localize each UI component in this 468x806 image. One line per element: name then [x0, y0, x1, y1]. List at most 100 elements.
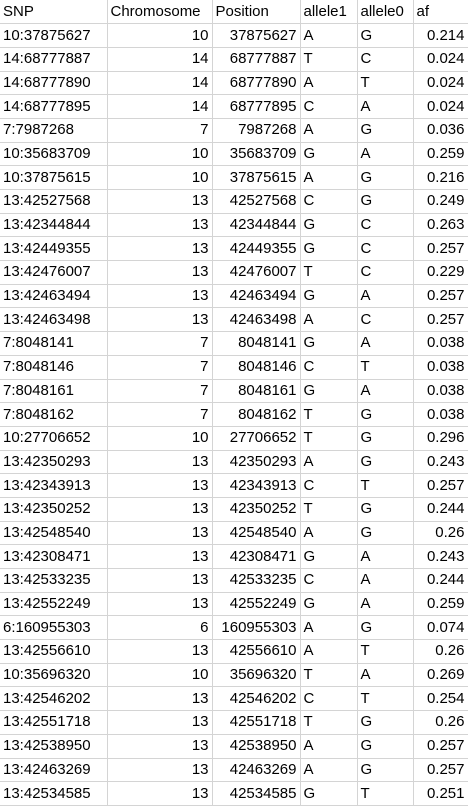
chromosome-cell[interactable]: 13	[107, 189, 213, 214]
chromosome-cell[interactable]: 7	[107, 355, 213, 380]
position-cell[interactable]: 37875615	[212, 165, 301, 190]
position-cell[interactable]: 42551718	[212, 710, 301, 735]
header-allele0[interactable]: allele0	[357, 0, 414, 25]
allele0-cell[interactable]: G	[357, 521, 414, 546]
snp-cell[interactable]: 14:68777895	[0, 94, 108, 119]
af-cell[interactable]: 0.038	[413, 331, 468, 356]
allele0-cell[interactable]: C	[357, 307, 414, 333]
chromosome-cell[interactable]: 13	[107, 450, 213, 475]
snp-cell[interactable]: 13:42344844	[0, 213, 108, 238]
allele0-cell[interactable]: T	[357, 686, 414, 712]
snp-cell[interactable]: 10:35683709	[0, 142, 108, 167]
position-cell[interactable]: 160955303	[212, 615, 301, 641]
chromosome-cell[interactable]: 14	[107, 94, 213, 119]
chromosome-cell[interactable]: 13	[107, 307, 213, 333]
header-af[interactable]: af	[413, 0, 468, 25]
chromosome-cell[interactable]: 13	[107, 544, 213, 569]
af-cell[interactable]: 0.263	[413, 213, 468, 238]
snp-cell[interactable]: 13:42308471	[0, 544, 108, 569]
allele1-cell[interactable]: G	[300, 284, 358, 309]
allele1-cell[interactable]: C	[300, 568, 358, 593]
position-cell[interactable]: 68777890	[212, 71, 301, 96]
snp-cell[interactable]: 13:42533235	[0, 568, 108, 593]
chromosome-cell[interactable]: 7	[107, 331, 213, 356]
position-cell[interactable]: 42350252	[212, 497, 301, 522]
snp-cell[interactable]: 7:7987268	[0, 118, 108, 143]
allele1-cell[interactable]: A	[300, 639, 358, 664]
af-cell[interactable]: 0.259	[413, 142, 468, 167]
position-cell[interactable]: 42463498	[212, 307, 301, 333]
allele1-cell[interactable]: G	[300, 544, 358, 569]
af-cell[interactable]: 0.249	[413, 189, 468, 214]
header-position[interactable]: Position	[212, 0, 301, 25]
allele1-cell[interactable]: C	[300, 355, 358, 380]
allele1-cell[interactable]: C	[300, 473, 358, 498]
allele1-cell[interactable]: C	[300, 94, 358, 119]
chromosome-cell[interactable]: 13	[107, 236, 213, 262]
allele1-cell[interactable]: G	[300, 236, 358, 262]
allele1-cell[interactable]: T	[300, 497, 358, 522]
chromosome-cell[interactable]: 13	[107, 781, 213, 806]
position-cell[interactable]: 42527568	[212, 189, 301, 214]
chromosome-cell[interactable]: 10	[107, 23, 213, 48]
header-snp[interactable]: SNP	[0, 0, 108, 25]
allele0-cell[interactable]: G	[357, 710, 414, 735]
allele1-cell[interactable]: T	[300, 402, 358, 427]
allele0-cell[interactable]: C	[357, 213, 414, 238]
allele0-cell[interactable]: A	[357, 142, 414, 167]
af-cell[interactable]: 0.038	[413, 355, 468, 380]
position-cell[interactable]: 42449355	[212, 236, 301, 262]
position-cell[interactable]: 42343913	[212, 473, 301, 498]
chromosome-cell[interactable]: 13	[107, 734, 213, 759]
chromosome-cell[interactable]: 13	[107, 473, 213, 498]
position-cell[interactable]: 8048162	[212, 402, 301, 427]
chromosome-cell[interactable]: 13	[107, 213, 213, 238]
snp-cell[interactable]: 7:8048161	[0, 379, 108, 404]
snp-cell[interactable]: 7:8048146	[0, 355, 108, 380]
snp-cell[interactable]: 13:42343913	[0, 473, 108, 498]
allele0-cell[interactable]: C	[357, 47, 414, 72]
position-cell[interactable]: 35696320	[212, 663, 301, 688]
allele1-cell[interactable]: G	[300, 592, 358, 617]
allele0-cell[interactable]: C	[357, 236, 414, 262]
position-cell[interactable]: 37875627	[212, 23, 301, 48]
af-cell[interactable]: 0.254	[413, 686, 468, 712]
af-cell[interactable]: 0.024	[413, 71, 468, 96]
allele0-cell[interactable]: T	[357, 355, 414, 380]
allele1-cell[interactable]: A	[300, 118, 358, 143]
snp-cell[interactable]: 13:42463498	[0, 307, 108, 333]
snp-cell[interactable]: 13:42552249	[0, 592, 108, 617]
snp-cell[interactable]: 14:68777887	[0, 47, 108, 72]
chromosome-cell[interactable]: 13	[107, 686, 213, 712]
position-cell[interactable]: 27706652	[212, 426, 301, 451]
position-cell[interactable]: 42308471	[212, 544, 301, 569]
allele0-cell[interactable]: A	[357, 94, 414, 119]
af-cell[interactable]: 0.269	[413, 663, 468, 688]
allele1-cell[interactable]: G	[300, 142, 358, 167]
allele0-cell[interactable]: G	[357, 426, 414, 451]
allele1-cell[interactable]: A	[300, 165, 358, 190]
allele0-cell[interactable]: T	[357, 473, 414, 498]
af-cell[interactable]: 0.257	[413, 307, 468, 333]
allele0-cell[interactable]: G	[357, 165, 414, 190]
allele1-cell[interactable]: T	[300, 710, 358, 735]
position-cell[interactable]: 42344844	[212, 213, 301, 238]
af-cell[interactable]: 0.251	[413, 781, 468, 806]
snp-cell[interactable]: 13:42551718	[0, 710, 108, 735]
allele0-cell[interactable]: G	[357, 189, 414, 214]
chromosome-cell[interactable]: 13	[107, 710, 213, 735]
af-cell[interactable]: 0.257	[413, 284, 468, 309]
position-cell[interactable]: 42552249	[212, 592, 301, 617]
position-cell[interactable]: 8048141	[212, 331, 301, 356]
snp-cell[interactable]: 14:68777890	[0, 71, 108, 96]
snp-cell[interactable]: 10:37875627	[0, 23, 108, 48]
allele1-cell[interactable]: C	[300, 686, 358, 712]
allele0-cell[interactable]: T	[357, 639, 414, 664]
position-cell[interactable]: 42546202	[212, 686, 301, 712]
af-cell[interactable]: 0.024	[413, 94, 468, 119]
allele0-cell[interactable]: G	[357, 118, 414, 143]
allele1-cell[interactable]: T	[300, 663, 358, 688]
snp-cell[interactable]: 10:35696320	[0, 663, 108, 688]
position-cell[interactable]: 42538950	[212, 734, 301, 759]
position-cell[interactable]: 42533235	[212, 568, 301, 593]
